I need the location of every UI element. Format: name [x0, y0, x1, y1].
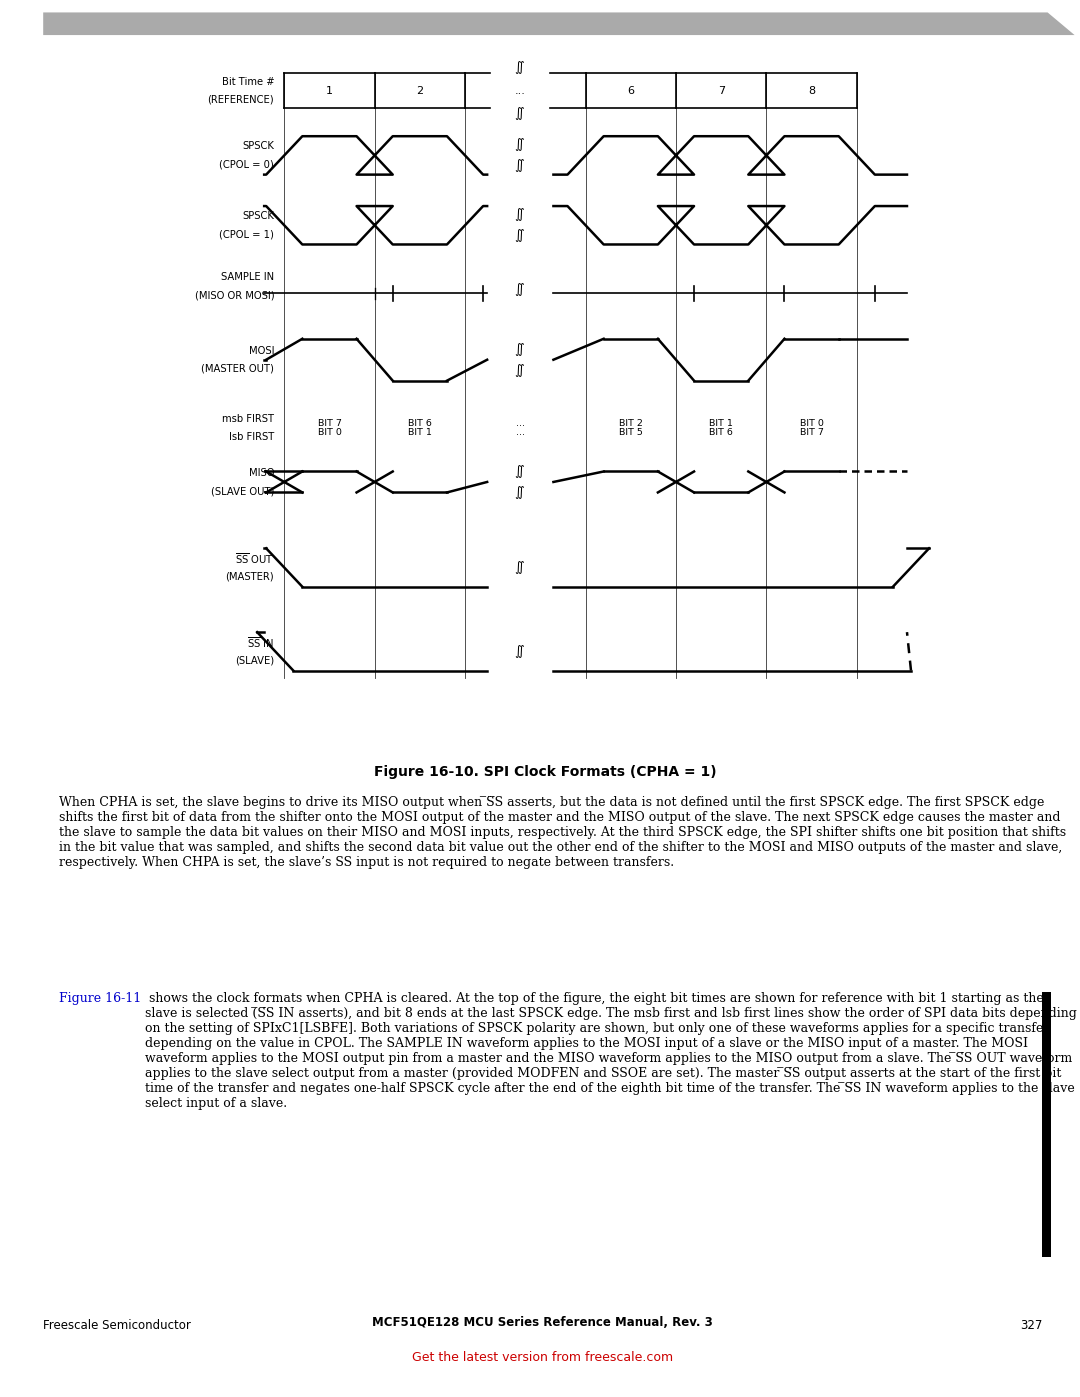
Text: BIT 7: BIT 7 [799, 427, 824, 436]
Text: shows the clock formats when CPHA is cleared. At the top of the figure, the eigh: shows the clock formats when CPHA is cle… [146, 992, 1077, 1109]
Text: SPSCK: SPSCK [242, 211, 274, 221]
Text: BIT 1: BIT 1 [710, 419, 733, 427]
Text: (MASTER OUT): (MASTER OUT) [201, 363, 274, 374]
Text: msb FIRST: msb FIRST [222, 414, 274, 423]
Text: 327: 327 [1020, 1319, 1042, 1333]
Text: MISO: MISO [248, 468, 274, 478]
Text: Freescale Semiconductor: Freescale Semiconductor [43, 1319, 191, 1333]
Text: $\mathit{\int\!\!\int}$: $\mathit{\int\!\!\int}$ [514, 483, 526, 502]
Text: ...: ... [515, 85, 526, 96]
Text: $\mathit{\int\!\!\int}$: $\mathit{\int\!\!\int}$ [514, 137, 526, 154]
Text: 2: 2 [416, 85, 423, 96]
Text: 6: 6 [627, 85, 634, 96]
Text: BIT 6: BIT 6 [408, 419, 432, 427]
Text: (MISO OR MOSI): (MISO OR MOSI) [194, 291, 274, 300]
Text: $\mathit{\int\!\!\int}$: $\mathit{\int\!\!\int}$ [514, 158, 526, 175]
Text: ...: ... [516, 427, 525, 436]
Text: SPSCK: SPSCK [242, 141, 274, 151]
Text: BIT 2: BIT 2 [619, 419, 643, 427]
Polygon shape [43, 13, 1075, 35]
Text: $\mathit{\int\!\!\int}$: $\mathit{\int\!\!\int}$ [514, 59, 526, 77]
Text: MCF51QE128 MCU Series Reference Manual, Rev. 3: MCF51QE128 MCU Series Reference Manual, … [373, 1316, 713, 1329]
Text: $\overline{\rm SS}$ IN: $\overline{\rm SS}$ IN [247, 634, 274, 650]
Text: SAMPLE IN: SAMPLE IN [221, 272, 274, 282]
Text: ...: ... [516, 419, 525, 427]
Text: $\mathit{\int\!\!\int}$: $\mathit{\int\!\!\int}$ [514, 462, 526, 481]
Text: BIT 0: BIT 0 [318, 427, 341, 436]
Text: Bit Time #: Bit Time # [221, 77, 274, 87]
Text: 8: 8 [808, 85, 815, 96]
Text: $\mathit{\int\!\!\int}$: $\mathit{\int\!\!\int}$ [514, 341, 526, 358]
Text: 1: 1 [326, 85, 333, 96]
Text: $\mathit{\int\!\!\int}$: $\mathit{\int\!\!\int}$ [514, 281, 526, 299]
Text: $\mathit{\int\!\!\int}$: $\mathit{\int\!\!\int}$ [514, 228, 526, 244]
Text: BIT 5: BIT 5 [619, 427, 643, 436]
Text: MOSI: MOSI [248, 345, 274, 356]
Text: BIT 7: BIT 7 [318, 419, 341, 427]
Text: Get the latest version from freescale.com: Get the latest version from freescale.co… [413, 1351, 673, 1363]
Text: $\mathit{\int\!\!\int}$: $\mathit{\int\!\!\int}$ [514, 207, 526, 224]
Text: Figure 16-10. SPI Clock Formats (CPHA = 1): Figure 16-10. SPI Clock Formats (CPHA = … [374, 764, 717, 780]
Text: 7: 7 [717, 85, 725, 96]
Text: BIT 6: BIT 6 [710, 427, 733, 436]
Text: lsb FIRST: lsb FIRST [229, 432, 274, 441]
Text: (MASTER): (MASTER) [226, 571, 274, 581]
Text: $\mathit{\int\!\!\int}$: $\mathit{\int\!\!\int}$ [514, 559, 526, 576]
Text: When CPHA is set, the slave begins to drive its MISO output when ̅S̅S asserts, b: When CPHA is set, the slave begins to dr… [59, 796, 1067, 869]
Text: $\overline{\rm SS}$ OUT: $\overline{\rm SS}$ OUT [235, 550, 274, 566]
Text: $\mathit{\int\!\!\int}$: $\mathit{\int\!\!\int}$ [514, 105, 526, 123]
Text: $\mathit{\int\!\!\int}$: $\mathit{\int\!\!\int}$ [514, 362, 526, 379]
Text: (SLAVE OUT): (SLAVE OUT) [211, 486, 274, 496]
Text: (CPOL = 0): (CPOL = 0) [219, 159, 274, 169]
Text: BIT 0: BIT 0 [799, 419, 824, 427]
Text: $\mathit{\int\!\!\int}$: $\mathit{\int\!\!\int}$ [514, 643, 526, 659]
Text: Figure 16-11: Figure 16-11 [59, 992, 141, 1004]
Text: (REFERENCE): (REFERENCE) [207, 95, 274, 105]
Text: (SLAVE): (SLAVE) [235, 655, 274, 665]
Text: BIT 1: BIT 1 [408, 427, 432, 436]
Text: (CPOL = 1): (CPOL = 1) [219, 229, 274, 239]
